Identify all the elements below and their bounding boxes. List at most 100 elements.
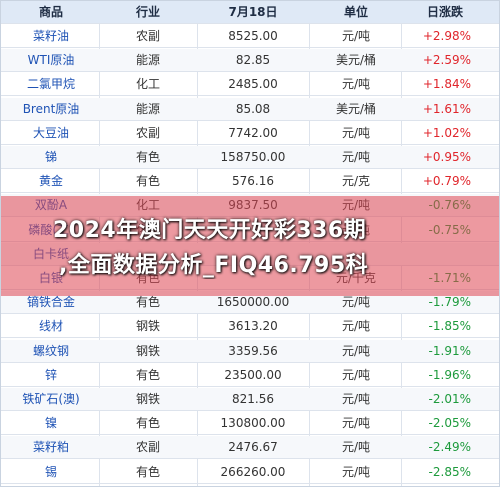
industry-cell: 钢铁 — [135, 392, 160, 406]
unit-cell: 元/吨 — [341, 150, 371, 164]
price-cell: 82.85 — [235, 53, 271, 67]
watermark-title-line1: 2024年澳门天天开好彩336期 — [53, 218, 367, 243]
commodity-name-link[interactable]: 黄金 — [38, 174, 63, 188]
commodity-name-link[interactable]: 锡 — [44, 465, 57, 479]
commodity-name-link[interactable]: 铁矿石(澳) — [22, 392, 80, 406]
price-cell: 2476.67 — [228, 440, 278, 454]
table-row[interactable]: 黄金 有色 576.16 元/克 +0.79% — [1, 170, 499, 193]
unit-cell: 元/吨 — [341, 29, 371, 43]
commodity-name-link[interactable]: 锌 — [44, 368, 57, 382]
unit-cell: 元/吨 — [341, 465, 371, 479]
unit-cell: 元/吨 — [341, 319, 371, 333]
price-cell: 158750.00 — [220, 150, 286, 164]
table-row[interactable]: 镝铁合金 有色 1650000.00 元/吨 -1.79% — [1, 291, 499, 314]
unit-cell: 元/吨 — [341, 344, 371, 358]
price-cell: 1650000.00 — [216, 295, 290, 309]
table-row[interactable]: 大豆油 农副 7742.00 元/吨 +1.02% — [1, 122, 499, 145]
daily-change-cell: -1.91% — [428, 344, 471, 358]
unit-cell: 元/吨 — [341, 368, 371, 382]
daily-change-cell: -2.01% — [428, 392, 471, 406]
daily-change-cell: -2.85% — [428, 465, 471, 479]
watermark-title-line2: ,全面数据分析_FIQ46.795科 — [59, 253, 369, 278]
commodity-name-link[interactable]: 菜籽油 — [32, 29, 69, 43]
industry-cell: 有色 — [135, 174, 160, 188]
table-row[interactable]: Brent原油 能源 85.08 美元/桶 +1.61% — [1, 98, 499, 121]
unit-cell: 美元/桶 — [335, 102, 377, 116]
unit-cell: 元/吨 — [341, 77, 371, 91]
unit-cell: 元/吨 — [341, 126, 371, 140]
price-cell: 85.08 — [235, 102, 271, 116]
header-unit[interactable]: 单位 — [343, 5, 368, 19]
commodity-name-link[interactable]: 菜籽粕 — [32, 440, 69, 454]
table-row[interactable]: 铁矿石(澳) 钢铁 821.56 元/吨 -2.01% — [1, 388, 499, 411]
daily-change-cell: +2.59% — [422, 53, 471, 67]
watermark-banner — [1, 196, 499, 296]
header-daily-change[interactable]: 日涨跌 — [426, 5, 463, 19]
price-cell: 266260.00 — [220, 465, 286, 479]
price-cell: 2485.00 — [228, 77, 278, 91]
industry-cell: 有色 — [135, 416, 160, 430]
commodity-name-link[interactable]: 镝铁合金 — [26, 295, 75, 309]
table-row[interactable]: 线材 钢铁 3613.20 元/吨 -1.85% — [1, 315, 499, 338]
header-date-price[interactable]: 7月18日 — [228, 5, 278, 19]
table-row[interactable]: 锌 有色 23500.00 元/吨 -1.96% — [1, 364, 499, 387]
industry-cell: 钢铁 — [135, 319, 160, 333]
daily-change-cell: -2.05% — [428, 416, 471, 430]
industry-cell: 农副 — [135, 126, 160, 140]
price-cell: 23500.00 — [224, 368, 282, 382]
table-row[interactable]: 二氯甲烷 化工 2485.00 元/吨 +1.84% — [1, 73, 499, 96]
price-cell: 576.16 — [232, 174, 274, 188]
header-industry[interactable]: 行业 — [135, 5, 160, 19]
commodity-name-link[interactable]: 锑 — [44, 150, 57, 164]
unit-cell: 美元/桶 — [335, 53, 377, 67]
price-cell: 7742.00 — [228, 126, 278, 140]
commodity-name-link[interactable]: 线材 — [38, 319, 63, 333]
commodity-name-link[interactable]: 大豆油 — [32, 126, 69, 140]
industry-cell: 能源 — [135, 53, 160, 67]
table-row[interactable]: 镍 有色 130800.00 元/吨 -2.05% — [1, 412, 499, 435]
industry-cell: 有色 — [135, 295, 160, 309]
industry-cell: 农副 — [135, 440, 160, 454]
unit-cell: 元/吨 — [341, 295, 371, 309]
table-row[interactable]: 菜籽粕 农副 2476.67 元/吨 -2.49% — [1, 436, 499, 459]
price-cell: 3359.56 — [228, 344, 278, 358]
daily-change-cell: +0.95% — [422, 150, 471, 164]
commodity-name-link[interactable]: 镍 — [44, 416, 57, 430]
industry-cell: 农副 — [135, 29, 160, 43]
commodity-name-link[interactable]: 二氯甲烷 — [26, 77, 75, 91]
table-row[interactable]: WTI原油 能源 82.85 美元/桶 +2.59% — [1, 49, 499, 72]
daily-change-cell: -1.79% — [428, 295, 471, 309]
table-row[interactable]: 锑 有色 158750.00 元/吨 +0.95% — [1, 146, 499, 169]
price-cell: 8525.00 — [228, 29, 278, 43]
daily-change-cell: +2.98% — [422, 29, 471, 43]
unit-cell: 元/吨 — [341, 392, 371, 406]
daily-change-cell: +1.02% — [422, 126, 471, 140]
daily-change-cell: -1.85% — [428, 319, 471, 333]
table-row[interactable]: 锡 有色 266260.00 元/吨 -2.85% — [1, 461, 499, 484]
industry-cell: 能源 — [135, 102, 160, 116]
industry-cell: 有色 — [135, 465, 160, 479]
price-cell: 3613.20 — [228, 319, 278, 333]
table-row[interactable]: 螺纹钢 钢铁 3359.56 元/吨 -1.91% — [1, 340, 499, 363]
table-header-row: 商品 行业 7月18日 单位 日涨跌 — [1, 1, 499, 24]
unit-cell: 元/克 — [341, 174, 371, 188]
daily-change-cell: +0.79% — [422, 174, 471, 188]
daily-change-cell: -1.96% — [428, 368, 471, 382]
header-commodity[interactable]: 商品 — [38, 5, 63, 19]
commodity-name-link[interactable]: WTI原油 — [27, 53, 75, 67]
industry-cell: 化工 — [135, 77, 160, 91]
table-row[interactable]: 菜籽油 农副 8525.00 元/吨 +2.98% — [1, 25, 499, 48]
industry-cell: 钢铁 — [135, 344, 160, 358]
industry-cell: 有色 — [135, 368, 160, 382]
unit-cell: 元/吨 — [341, 416, 371, 430]
daily-change-cell: +1.84% — [422, 77, 471, 91]
price-cell: 821.56 — [232, 392, 274, 406]
commodity-name-link[interactable]: Brent原油 — [22, 102, 80, 116]
industry-cell: 有色 — [135, 150, 160, 164]
unit-cell: 元/吨 — [341, 440, 371, 454]
daily-change-cell: +1.61% — [422, 102, 471, 116]
commodity-name-link[interactable]: 螺纹钢 — [32, 344, 69, 358]
daily-change-cell: -2.49% — [428, 440, 471, 454]
price-cell: 130800.00 — [220, 416, 286, 430]
